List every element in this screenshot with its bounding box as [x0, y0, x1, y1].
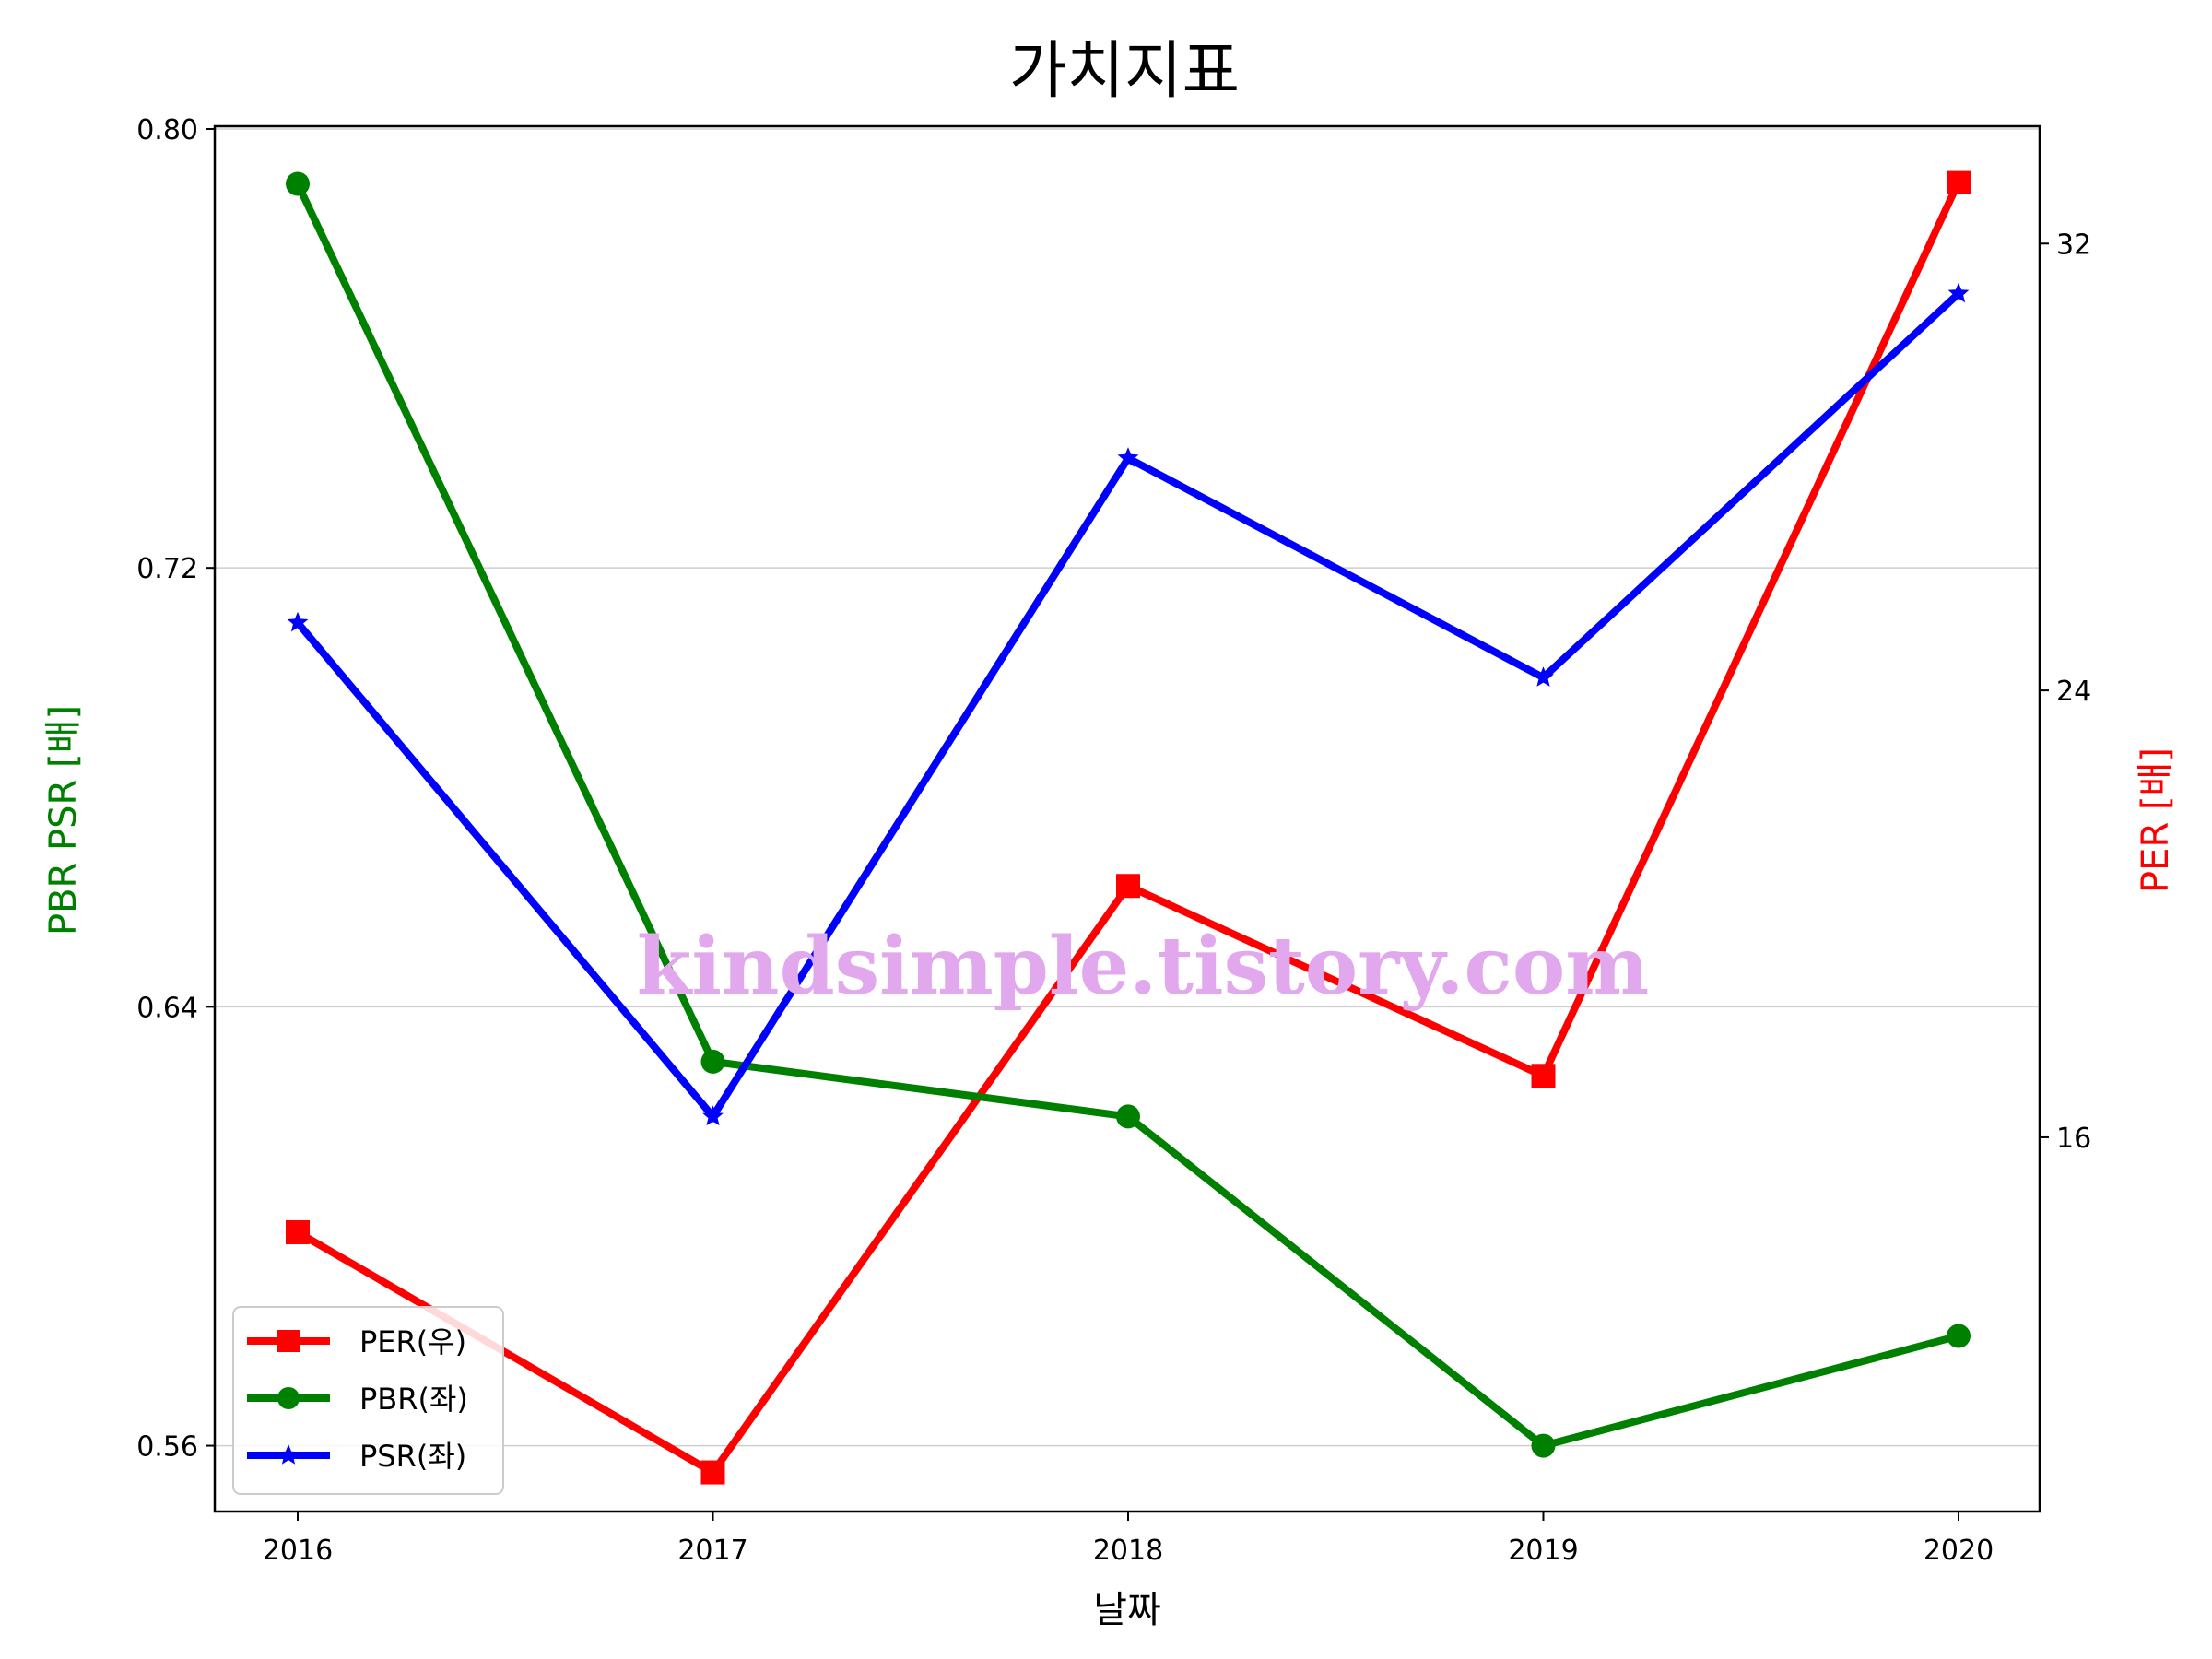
data-point-psr: [287, 611, 309, 632]
legend-label: PSR(좌): [359, 1439, 466, 1474]
data-point-per: [1116, 874, 1140, 899]
series-pbr: [286, 171, 1971, 1458]
data-point-pbr: [700, 1049, 725, 1074]
right-y-tick-label: 24: [2056, 676, 2091, 708]
x-axis-label: 날짜: [1093, 1589, 1161, 1631]
data-point-pbr: [1116, 1104, 1140, 1129]
series-per: [286, 170, 1971, 1485]
right-y-tick-label: 32: [2056, 229, 2091, 261]
legend-label: PER(우): [359, 1324, 466, 1359]
legend-item-psr: PSR(좌): [247, 1439, 466, 1474]
x-axis: 2016 2017 2018 2019 2020: [263, 1512, 1994, 1567]
left-y-tick-label: 0.56: [136, 1431, 198, 1464]
legend-swatch-marker: [277, 1444, 300, 1465]
legend-item-pbr: PBR(좌): [247, 1382, 468, 1417]
grid-lines: [215, 128, 2040, 1447]
legend-swatch-marker: [277, 1387, 300, 1409]
x-tick-label: 2019: [1508, 1535, 1578, 1567]
series-psr: [287, 282, 1970, 1126]
x-tick-label: 2018: [1093, 1535, 1163, 1567]
legend-item-per: PER(우): [247, 1324, 466, 1359]
data-point-psr: [702, 1105, 724, 1126]
right-y-axis-label: PER [배]: [2135, 747, 2177, 893]
data-point-pbr: [286, 171, 310, 196]
series-layer: [286, 170, 1971, 1485]
data-point-pbr: [1947, 1324, 1971, 1348]
data-point-per: [1531, 1064, 1556, 1088]
left-y-axis: 0.56 0.64 0.72 0.80: [136, 114, 215, 1464]
left-y-axis-label: PBR PSR [배]: [42, 705, 85, 935]
data-point-per: [1947, 170, 1971, 194]
x-tick-label: 2020: [1924, 1535, 1994, 1567]
data-point-psr: [1947, 282, 1970, 303]
left-y-tick-label: 0.72: [136, 553, 198, 585]
x-tick-label: 2017: [677, 1535, 747, 1567]
right-y-tick-label: 16: [2056, 1123, 2091, 1155]
data-point-psr: [1533, 666, 1554, 687]
legend: PER(우) PBR(좌) PSR(좌): [232, 1306, 504, 1495]
legend-box: [232, 1306, 504, 1495]
data-point-per: [700, 1460, 725, 1485]
data-point-pbr: [1531, 1433, 1556, 1458]
chart-title: 가치지표: [1009, 35, 1240, 108]
data-point-psr: [1117, 447, 1139, 467]
x-tick-label: 2016: [263, 1535, 333, 1567]
data-point-per: [286, 1219, 310, 1244]
left-y-tick-label: 0.80: [136, 114, 198, 147]
right-y-axis: 16 24 32: [2040, 229, 2091, 1155]
legend-label: PBR(좌): [359, 1382, 468, 1417]
legend-swatch-marker: [277, 1330, 300, 1352]
watermark-text: kindsimple.tistory.com: [637, 920, 1649, 1013]
left-y-tick-label: 0.64: [136, 992, 198, 1024]
